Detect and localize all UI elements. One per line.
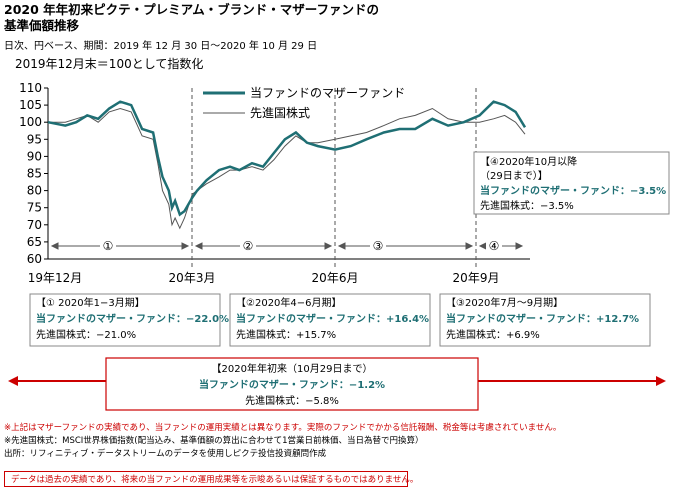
oct-callout-box xyxy=(473,151,670,215)
oct-callout: 【④2020年10月以降 （29日まで）】 当ファンドのマザー・ファンド：−3.… xyxy=(473,151,670,215)
x-tick-label: 20年9月 xyxy=(453,271,500,285)
period-marker-2: ② xyxy=(243,239,254,253)
period-arrows xyxy=(50,242,524,250)
index-note: 2019年12月末＝100として指数化 xyxy=(15,57,204,71)
marker-bg-4 xyxy=(486,237,502,253)
oct-callout-fund: 当ファンドのマザー・ファンド：−3.5% xyxy=(480,184,666,197)
chart-title: 2020 年年初来ピクテ・プレミアム・ブランド・マザーファンドの 基準価額推移 xyxy=(4,2,379,34)
y-tick-label: 100 xyxy=(19,115,42,129)
period-box-q3: 【③2020年7月〜9月期】 当ファンドのマザー・ファンド：+12.7% 先進国… xyxy=(439,293,651,347)
ytd-bench: 先進国株式：−5.8% xyxy=(245,394,339,407)
oct-callout-title2: （29日まで）】 xyxy=(480,170,548,182)
period-marker-4: ④ xyxy=(489,239,500,253)
chart-subtitle: 日次、円ベース、期間：2019 年 12 月 30 日～2020 年 10 月 … xyxy=(4,41,318,52)
x-tick-label: 20年3月 xyxy=(169,271,216,285)
x-tick-label: 20年6月 xyxy=(312,271,359,285)
period-marker-3: ③ xyxy=(373,239,384,253)
marker-bg-2 xyxy=(240,237,256,253)
q3-bench: 先進国株式：+6.9% xyxy=(446,328,540,341)
x-tick-group: 19年12月 20年3月 20年6月 20年9月 xyxy=(28,271,500,285)
note-2: ※先進国株式：MSCI世界株価指数(配当込み、基準価額の算出に合わせて1営業日前… xyxy=(4,436,424,446)
period-marker-1: ① xyxy=(103,239,114,253)
ytd-fund: 当ファンドのマザー・ファンド：−1.2% xyxy=(199,378,385,391)
series-line-benchmark xyxy=(48,107,526,230)
note-3: 出所：リフィニティブ・データストリームのデータを使用しピクテ投信投資顧問作成 xyxy=(4,449,327,459)
y-tick-label: 75 xyxy=(27,201,42,215)
y-tick-label: 70 xyxy=(27,218,42,232)
q2-bench: 先進国株式：+15.7% xyxy=(236,328,336,341)
data-points xyxy=(48,102,525,229)
y-tick-label: 65 xyxy=(27,235,42,249)
y-tick-group: 60 65 70 75 80 85 90 95 100 105 110 xyxy=(19,81,48,266)
q1-fund: 当ファンドのマザー・ファンド：−22.0% xyxy=(36,312,229,325)
q2-fund: 当ファンドのマザー・ファンド：+16.4% xyxy=(236,312,429,325)
y-tick-label: 105 xyxy=(19,98,42,112)
oct-callout-bench: 先進国株式：−3.5% xyxy=(480,199,574,212)
y-tick-label: 60 xyxy=(27,252,42,266)
legend-bench-label: 先進国株式 xyxy=(250,105,310,120)
disclaimer-box: データは過去の実績であり、将来の当ファンドの運用成果等を示唆あるいは保証するもの… xyxy=(4,471,418,487)
q3-fund: 当ファンドのマザー・ファンド：+12.7% xyxy=(446,312,639,325)
legend: 当ファンドのマザーファンド 先進国株式 xyxy=(203,86,405,120)
note-1: ※上記はマザーファンドの実績であり、当ファンドの運用実績とは異なります。実際のフ… xyxy=(4,423,562,433)
ytd-title: 【2020年年初来（10月29日まで） xyxy=(212,362,373,375)
period-box-q1: 【① 2020年1−3月期】 当ファンドのマザー・ファンド：−22.0% 先進国… xyxy=(29,293,229,347)
x-tick-label: 19年12月 xyxy=(28,271,83,285)
legend-fund-label: 当ファンドのマザーファンド xyxy=(250,86,405,100)
chart-canvas: 60 65 70 75 80 85 90 95 100 105 110 19年12月 20年3月 20年… xyxy=(8,81,670,411)
q1-bench: 先進国株式：−21.0% xyxy=(36,328,136,341)
marker-bg-3 xyxy=(370,237,386,253)
series-line-fund xyxy=(47,100,527,217)
y-tick-label: 95 xyxy=(27,132,42,146)
q3-title: 【③2020年7月〜9月期】 xyxy=(446,296,563,309)
q2-title: 【②2020年4−6月期】 xyxy=(236,296,342,309)
period-box-q2: 【②2020年4−6月期】 当ファンドのマザー・ファンド：+16.4% 先進国株… xyxy=(229,293,431,347)
y-tick-label: 85 xyxy=(27,167,42,181)
y-tick-label: 90 xyxy=(27,149,42,163)
q1-title: 【① 2020年1−3月期】 xyxy=(36,296,145,309)
oct-callout-title: 【④2020年10月以降 xyxy=(480,155,577,168)
marker-bg-1 xyxy=(100,237,116,253)
ytd-box: 【2020年年初来（10月29日まで） 当ファンドのマザー・ファンド：−1.2%… xyxy=(105,357,479,411)
y-tick-label: 110 xyxy=(19,81,42,95)
y-tick-label: 80 xyxy=(27,184,42,198)
title-line-1: 2020 年年初来ピクテ・プレミアム・ブランド・マザーファンドの xyxy=(4,2,380,17)
title-line-2: 基準価額推移 xyxy=(4,18,80,33)
